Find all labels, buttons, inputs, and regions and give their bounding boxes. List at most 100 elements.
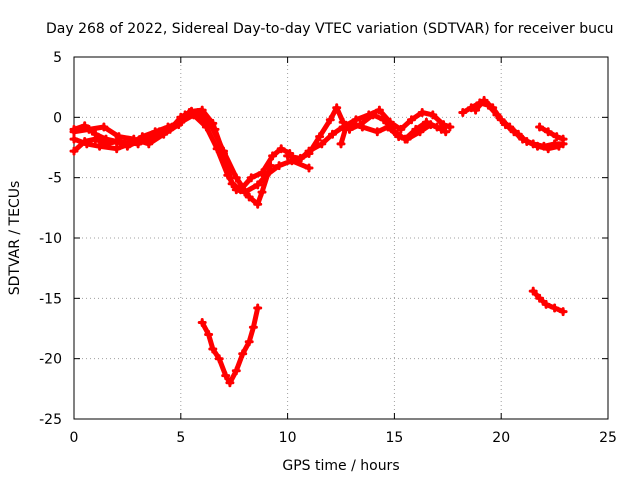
data-point xyxy=(112,144,122,154)
data-point xyxy=(112,137,122,146)
data-point xyxy=(223,170,233,180)
data-point xyxy=(383,122,393,132)
data-point xyxy=(426,120,436,130)
data-point xyxy=(351,115,361,125)
x-tick-label: 0 xyxy=(70,430,79,446)
data-point xyxy=(144,139,154,149)
data-point xyxy=(554,141,564,151)
data-point xyxy=(428,110,438,120)
data-point xyxy=(253,303,263,313)
data-point xyxy=(69,146,79,156)
data-point xyxy=(304,163,314,173)
y-tick-label: 5 xyxy=(53,50,62,66)
data-point xyxy=(221,371,231,381)
data-point xyxy=(253,180,263,190)
x-tick-label: 5 xyxy=(176,430,185,446)
data-point xyxy=(231,185,241,195)
data-point xyxy=(82,139,92,149)
data-point xyxy=(174,120,184,130)
series-track-i xyxy=(471,95,564,154)
data-point xyxy=(394,132,404,142)
data-point xyxy=(225,378,235,388)
data-point xyxy=(276,144,286,154)
data-point xyxy=(340,124,350,134)
x-tick-label: 10 xyxy=(279,430,297,446)
data-point xyxy=(304,146,314,156)
series-track-j xyxy=(535,122,568,144)
data-point xyxy=(533,141,542,151)
data-point xyxy=(552,132,562,142)
data-point xyxy=(357,122,367,132)
data-point xyxy=(347,120,357,130)
data-point xyxy=(558,134,568,144)
data-point xyxy=(445,122,455,132)
data-point xyxy=(204,330,214,339)
data-point xyxy=(543,144,553,154)
data-point xyxy=(84,124,94,134)
data-point xyxy=(238,349,248,359)
data-point xyxy=(210,124,220,134)
data-point xyxy=(372,127,382,137)
chart-title: Day 268 of 2022, Sidereal Day-to-day VTE… xyxy=(46,21,614,37)
series-track-f xyxy=(293,105,455,166)
data-point xyxy=(315,132,325,142)
data-point xyxy=(197,318,207,327)
data-point xyxy=(325,115,335,125)
data-point xyxy=(253,199,263,209)
data-point xyxy=(212,144,222,154)
x-tick-label: 25 xyxy=(599,430,617,446)
series-track-d xyxy=(69,108,220,149)
data-point xyxy=(535,293,545,303)
data-point xyxy=(99,122,109,132)
data-point xyxy=(69,134,79,144)
data-point xyxy=(550,303,560,313)
data-point xyxy=(458,108,468,117)
series-line xyxy=(473,97,562,152)
data-point xyxy=(374,105,384,115)
data-point xyxy=(436,124,446,134)
data-point xyxy=(274,161,284,171)
axis-ticks: 0 5 10 15 20 25 5 0 -5 -10 -15 -20 -25 xyxy=(39,50,617,446)
data-point xyxy=(266,161,275,171)
data-point xyxy=(69,127,79,137)
data-point xyxy=(101,134,111,144)
data-series xyxy=(69,95,568,388)
data-point xyxy=(257,187,267,197)
data-point xyxy=(479,95,489,105)
data-point xyxy=(90,129,100,139)
data-point xyxy=(283,151,293,161)
data-point xyxy=(415,127,425,137)
data-point xyxy=(558,307,568,317)
data-point xyxy=(129,134,139,144)
y-tick-label: -10 xyxy=(39,231,62,247)
data-point xyxy=(505,122,515,132)
data-point xyxy=(543,127,553,137)
data-point xyxy=(208,344,218,354)
data-point xyxy=(385,117,395,127)
data-point xyxy=(114,132,124,142)
series-track-g xyxy=(336,120,446,149)
data-point xyxy=(471,105,481,115)
data-point xyxy=(396,124,406,134)
data-point xyxy=(317,139,327,149)
data-point xyxy=(535,122,545,132)
data-point xyxy=(328,129,337,139)
data-point xyxy=(231,173,241,183)
data-point xyxy=(488,103,498,113)
x-tick-label: 15 xyxy=(385,430,403,446)
data-point xyxy=(407,115,416,125)
x-axis-label: GPS time / hours xyxy=(282,458,399,474)
data-point xyxy=(528,286,538,296)
data-point xyxy=(248,322,258,332)
y-tick-label: -5 xyxy=(48,171,62,187)
data-point xyxy=(184,108,194,117)
data-point xyxy=(214,354,224,364)
data-point xyxy=(402,134,412,144)
data-point xyxy=(336,139,346,149)
y-axis-label: SDTVAR / TECUs xyxy=(7,181,23,296)
data-point xyxy=(95,141,105,151)
data-point xyxy=(541,299,551,309)
data-point xyxy=(513,129,523,139)
data-point xyxy=(197,112,207,122)
